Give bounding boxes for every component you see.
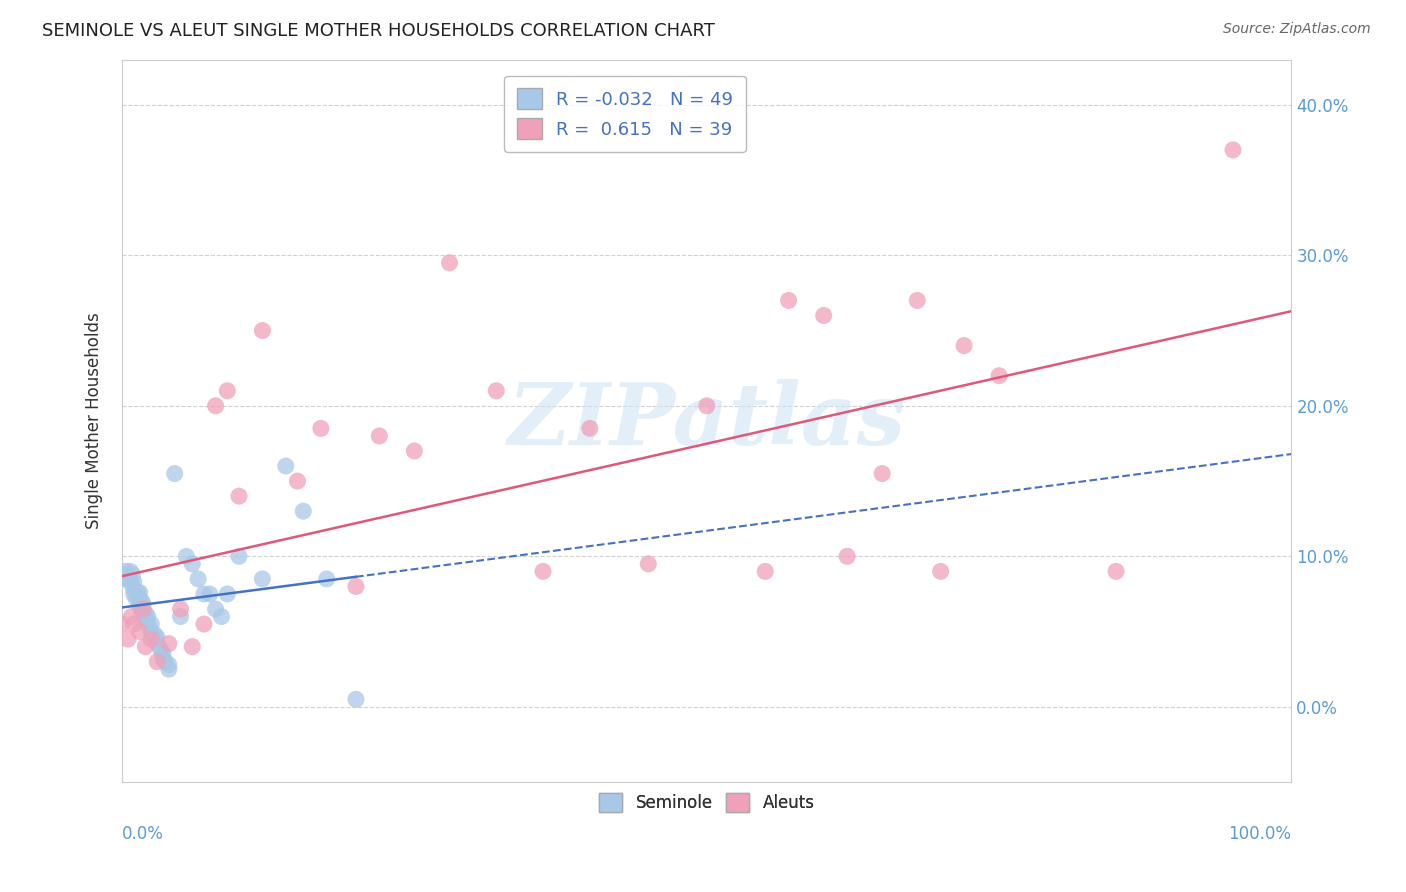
Point: [128, 591, 150, 606]
Text: Source: ZipAtlas.com: Source: ZipAtlas.com: [1223, 22, 1371, 37]
Point: [344, 692, 367, 706]
Point: [122, 587, 145, 601]
Point: [132, 602, 155, 616]
Point: [136, 609, 159, 624]
Point: [252, 324, 274, 338]
Point: [187, 572, 209, 586]
Point: [169, 602, 191, 616]
Point: [146, 637, 169, 651]
Point: [439, 256, 461, 270]
Point: [204, 602, 226, 616]
Point: [252, 572, 274, 586]
Point: [870, 467, 893, 481]
Point: [132, 598, 155, 612]
Point: [309, 421, 332, 435]
Point: [1105, 565, 1128, 579]
Point: [211, 609, 233, 624]
Point: [134, 613, 156, 627]
Legend: Seminole, Aleuts: Seminole, Aleuts: [591, 785, 823, 821]
Point: [120, 609, 142, 624]
Point: [128, 598, 150, 612]
Point: [953, 338, 976, 352]
Point: [217, 587, 239, 601]
Point: [204, 399, 226, 413]
Point: [193, 617, 215, 632]
Point: [228, 549, 250, 564]
Point: [287, 474, 309, 488]
Point: [141, 632, 163, 646]
Point: [141, 624, 163, 639]
Point: [127, 585, 149, 599]
Point: [125, 591, 148, 606]
Point: [835, 549, 858, 564]
Point: [122, 582, 145, 597]
Point: [152, 647, 174, 661]
Y-axis label: Single Mother Households: Single Mother Households: [86, 312, 103, 529]
Point: [146, 631, 169, 645]
Point: [228, 489, 250, 503]
Point: [157, 637, 180, 651]
Point: [114, 565, 136, 579]
Point: [988, 368, 1011, 383]
Point: [157, 662, 180, 676]
Point: [368, 429, 391, 443]
Point: [136, 617, 159, 632]
Point: [929, 565, 952, 579]
Point: [905, 293, 928, 308]
Point: [778, 293, 800, 308]
Point: [696, 399, 718, 413]
Point: [163, 467, 186, 481]
Point: [120, 565, 142, 579]
Point: [122, 617, 145, 632]
Point: [176, 549, 198, 564]
Point: [169, 609, 191, 624]
Point: [292, 504, 315, 518]
Point: [128, 585, 150, 599]
Point: [131, 594, 153, 608]
Point: [315, 572, 337, 586]
Point: [117, 632, 139, 646]
Point: [485, 384, 508, 398]
Point: [134, 640, 156, 654]
Point: [117, 572, 139, 586]
Point: [1222, 143, 1244, 157]
Point: [217, 384, 239, 398]
Point: [531, 565, 554, 579]
Point: [274, 458, 297, 473]
Point: [111, 617, 134, 632]
Point: [637, 557, 659, 571]
Point: [149, 642, 172, 657]
Text: 0.0%: 0.0%: [122, 825, 165, 844]
Point: [754, 565, 776, 579]
Point: [181, 640, 204, 654]
Point: [132, 605, 155, 619]
Point: [120, 576, 142, 591]
Point: [813, 309, 835, 323]
Point: [578, 421, 600, 435]
Point: [128, 624, 150, 639]
Point: [157, 657, 180, 672]
Point: [143, 627, 166, 641]
Text: ZIPatlas: ZIPatlas: [508, 379, 905, 463]
Point: [111, 572, 134, 586]
Point: [121, 567, 143, 582]
Point: [146, 655, 169, 669]
Text: 100.0%: 100.0%: [1229, 825, 1292, 844]
Point: [134, 607, 156, 621]
Text: SEMINOLE VS ALEUT SINGLE MOTHER HOUSEHOLDS CORRELATION CHART: SEMINOLE VS ALEUT SINGLE MOTHER HOUSEHOL…: [42, 22, 716, 40]
Point: [344, 579, 367, 593]
Point: [198, 587, 221, 601]
Point: [141, 617, 163, 632]
Point: [181, 557, 204, 571]
Point: [152, 651, 174, 665]
Point: [129, 602, 152, 616]
Point: [404, 444, 426, 458]
Point: [122, 574, 145, 589]
Point: [193, 587, 215, 601]
Point: [155, 655, 177, 669]
